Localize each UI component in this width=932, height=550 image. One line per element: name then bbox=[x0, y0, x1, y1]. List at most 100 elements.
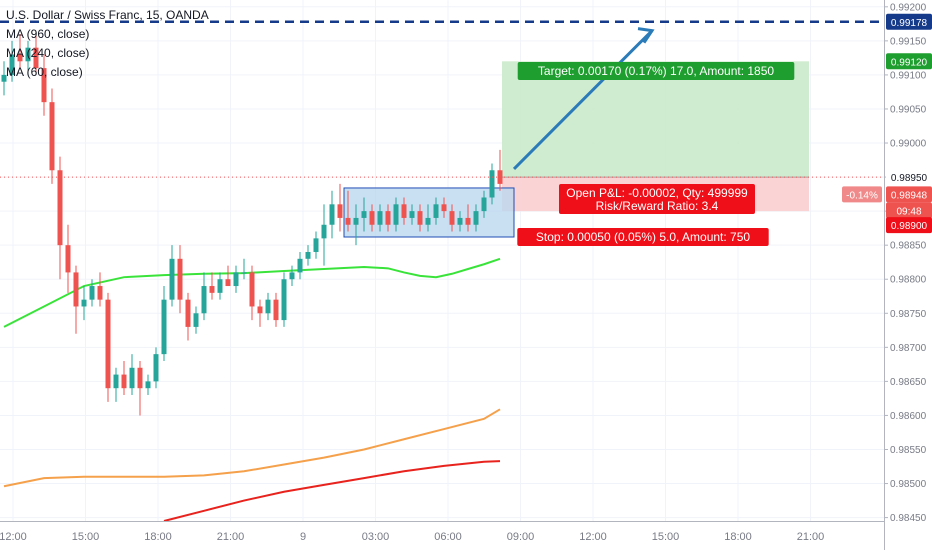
countdown-tag-bg bbox=[886, 202, 932, 219]
y-tick-label: 0.98550 bbox=[890, 445, 927, 456]
candle-body bbox=[273, 299, 279, 321]
candle-body bbox=[89, 286, 95, 300]
candle-body bbox=[337, 204, 343, 218]
target-label: Target: 0.00170 (0.17%) 17.0, Amount: 18… bbox=[538, 64, 774, 78]
candle-body bbox=[73, 272, 79, 307]
y-tick-label: 0.98800 bbox=[890, 275, 927, 286]
candle-body bbox=[97, 286, 103, 300]
candle-body bbox=[41, 68, 47, 103]
candle-body bbox=[329, 204, 335, 225]
target-label-bg bbox=[517, 62, 795, 80]
candle-body bbox=[257, 306, 263, 314]
candle-body bbox=[361, 211, 367, 218]
candle-body bbox=[9, 54, 15, 75]
candle-body bbox=[33, 47, 39, 69]
candle-body bbox=[209, 286, 215, 293]
candle-body bbox=[225, 279, 231, 287]
x-tick-label: 12:00 bbox=[0, 531, 27, 543]
indicator-ma240[interactable]: MA (240, close) bbox=[6, 46, 90, 60]
y-tick-label: 0.98850 bbox=[890, 241, 927, 252]
candle-body bbox=[457, 217, 463, 225]
change-pct-tag: -0.14% bbox=[846, 190, 878, 201]
candle-body bbox=[17, 54, 23, 62]
pnl-label-bg bbox=[559, 184, 755, 214]
candle-body bbox=[417, 211, 423, 225]
forecast-arrow bbox=[512, 29, 654, 170]
chart-title: U.S. Dollar / Swiss Franc, 15, OANDA bbox=[6, 8, 209, 22]
candle-body bbox=[169, 258, 175, 300]
y-tick-label: 0.98700 bbox=[890, 343, 927, 354]
candle-body bbox=[113, 374, 119, 389]
candle-body bbox=[425, 217, 431, 225]
y-tick-label: 0.98600 bbox=[890, 411, 927, 422]
y-tick-label: 0.99100 bbox=[890, 70, 927, 81]
candle-body bbox=[353, 217, 359, 225]
candle-body bbox=[25, 47, 31, 62]
countdown-tag: 09:48 bbox=[896, 206, 921, 217]
ma240-line bbox=[3, 408, 501, 488]
candle-body bbox=[49, 102, 55, 171]
candle-body bbox=[65, 245, 71, 273]
candle-body bbox=[57, 170, 63, 246]
moving-averages bbox=[3, 257, 501, 522]
candles bbox=[1, 34, 503, 416]
pnl-label: Open P&L: -0.00002, Qty: 499999 bbox=[566, 186, 748, 200]
y-tick-label: 0.98650 bbox=[890, 377, 927, 388]
candle-body bbox=[241, 272, 247, 274]
stop-label: Stop: 0.00050 (0.05%) 5.0, Amount: 750 bbox=[536, 230, 750, 244]
stop-label-bg bbox=[517, 228, 769, 246]
candle-body bbox=[121, 374, 127, 389]
y-tick-label: 0.98750 bbox=[890, 309, 927, 320]
candle-body bbox=[401, 204, 407, 218]
candle-body bbox=[345, 217, 351, 225]
candle-body bbox=[185, 299, 191, 327]
candle-body bbox=[313, 238, 319, 252]
x-tick-label: 09:00 bbox=[507, 531, 535, 543]
candle-body bbox=[177, 258, 183, 300]
dashed-level-tag: 0.99178 bbox=[891, 18, 928, 29]
indicator-ma60[interactable]: MA (60, close) bbox=[6, 65, 83, 79]
x-tick-label: 12:00 bbox=[579, 531, 607, 543]
x-tick-label: 9 bbox=[300, 531, 306, 543]
x-tick-label: 15:00 bbox=[652, 531, 680, 543]
x-tick-label: 18:00 bbox=[144, 531, 172, 543]
indicator-ma960[interactable]: MA (960, close) bbox=[6, 27, 90, 41]
candle-body bbox=[433, 204, 439, 218]
candle-body bbox=[489, 170, 495, 198]
candle-body bbox=[449, 211, 455, 225]
candle-body bbox=[201, 286, 207, 314]
candle-body bbox=[409, 211, 415, 218]
y-tick-label: 0.99200 bbox=[890, 2, 927, 13]
rr-label: Risk/Reward Ratio: 3.4 bbox=[596, 199, 719, 213]
overlay: Target: 0.00170 (0.17%) 17.0, Amount: 18… bbox=[0, 20, 884, 246]
y-tick-label: 0.98500 bbox=[890, 479, 927, 490]
candle-body bbox=[193, 313, 199, 327]
price-axis-bg bbox=[884, 0, 932, 550]
candle-body bbox=[473, 211, 479, 225]
candle-body bbox=[233, 272, 239, 287]
target-price-tag: 0.99120 bbox=[891, 57, 928, 68]
y-tick-label: 0.99050 bbox=[890, 104, 927, 115]
x-tick-label: 06:00 bbox=[434, 531, 462, 543]
candle-body bbox=[217, 279, 223, 293]
candle-body bbox=[465, 217, 471, 225]
candle-body bbox=[129, 367, 135, 389]
candle-body bbox=[393, 204, 399, 225]
stop-price-tag-bg bbox=[886, 217, 932, 234]
x-tick-label: 03:00 bbox=[362, 531, 390, 543]
candle-body bbox=[153, 354, 159, 382]
stop-price-tag: 0.98900 bbox=[891, 221, 928, 232]
time-axis-bg bbox=[0, 521, 884, 550]
candle-body bbox=[289, 272, 295, 280]
dashed-level-tag-bg bbox=[886, 13, 932, 30]
candle-body bbox=[305, 251, 311, 259]
candle-body bbox=[441, 204, 447, 212]
forecast-arrowhead bbox=[637, 27, 655, 44]
ma960-line bbox=[163, 460, 501, 522]
candle-body bbox=[265, 299, 271, 314]
candle-body bbox=[81, 299, 87, 307]
candle-body bbox=[1, 74, 7, 82]
candle-body bbox=[137, 367, 143, 389]
